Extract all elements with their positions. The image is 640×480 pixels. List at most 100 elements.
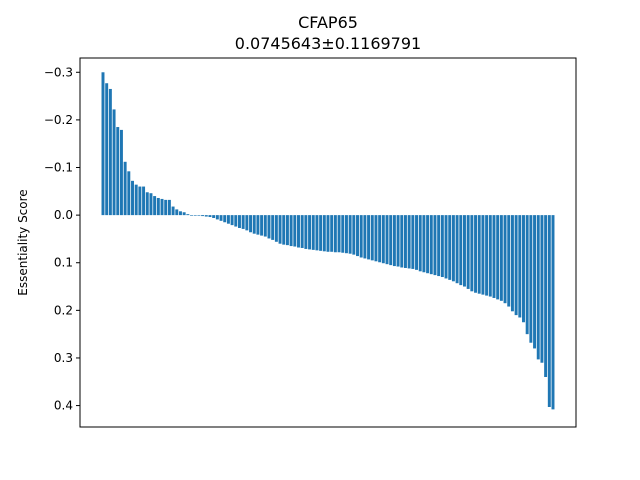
bar	[459, 215, 463, 286]
bar	[160, 198, 164, 216]
bar	[378, 215, 382, 263]
bar	[333, 215, 337, 253]
bar	[297, 215, 300, 248]
bar	[485, 215, 489, 296]
bar	[374, 215, 378, 262]
bar	[481, 215, 485, 295]
bar	[422, 215, 426, 273]
bar	[267, 215, 271, 239]
bar	[204, 215, 208, 217]
bar	[418, 215, 422, 272]
y-axis-label: Essentiality Score	[16, 189, 30, 295]
bar	[547, 215, 551, 407]
bar	[344, 215, 348, 254]
bar	[108, 88, 112, 216]
bar	[271, 215, 275, 240]
bar	[363, 215, 367, 259]
bar	[429, 215, 433, 275]
y-tick-label: −0.3	[44, 65, 73, 79]
bar	[311, 215, 315, 250]
bar	[367, 215, 371, 260]
bar	[197, 215, 201, 216]
bar	[466, 215, 470, 289]
bar	[230, 215, 234, 226]
bar	[223, 215, 227, 223]
bar	[212, 215, 216, 218]
bar	[238, 215, 241, 228]
bar	[304, 215, 308, 249]
bar	[123, 161, 127, 216]
bar	[164, 199, 168, 216]
bar	[444, 215, 448, 279]
bar	[145, 192, 149, 216]
bar	[525, 215, 529, 335]
bar	[105, 83, 109, 216]
bar	[127, 171, 131, 216]
bar	[437, 215, 441, 277]
y-tick-label: −0.2	[44, 113, 73, 127]
bar	[510, 215, 514, 312]
bar	[263, 215, 267, 237]
bar	[507, 215, 511, 307]
bar	[256, 215, 260, 235]
bar	[529, 215, 533, 343]
bar	[241, 215, 245, 229]
bar	[470, 215, 474, 292]
bar	[415, 215, 418, 270]
bar	[215, 215, 219, 220]
y-tick-label: 0.0	[54, 208, 73, 222]
bar	[201, 215, 205, 217]
bar	[319, 215, 323, 251]
y-tick-label: 0.1	[54, 256, 73, 270]
bar	[252, 215, 256, 234]
chart-title: CFAP65	[298, 13, 358, 32]
bar	[285, 215, 289, 246]
y-tick-label: −0.1	[44, 161, 73, 175]
bar	[131, 180, 134, 216]
bar	[381, 215, 385, 264]
bar	[226, 215, 230, 224]
bar	[433, 215, 437, 276]
bar	[352, 215, 356, 255]
bar	[249, 215, 253, 233]
bar	[540, 215, 544, 363]
bar	[514, 215, 518, 316]
bar	[477, 215, 481, 294]
bar	[518, 215, 522, 318]
y-tick-label: 0.4	[54, 399, 73, 413]
bar	[392, 215, 396, 267]
y-tick-label: 0.3	[54, 351, 73, 365]
bar	[370, 215, 374, 261]
bar	[190, 215, 193, 216]
bar	[492, 215, 496, 298]
bar	[474, 215, 478, 293]
bar	[193, 215, 197, 216]
bar	[396, 215, 400, 267]
bar	[499, 215, 503, 301]
bar	[533, 215, 537, 349]
bar	[400, 215, 404, 268]
bar	[488, 215, 492, 297]
bar	[142, 186, 146, 216]
bar	[385, 215, 389, 265]
bar	[536, 215, 540, 360]
bar	[293, 215, 297, 247]
bar	[245, 215, 249, 231]
y-tick-label: 0.2	[54, 303, 73, 317]
chart-subtitle: 0.0745643±0.1169791	[235, 34, 421, 53]
bar	[544, 215, 548, 377]
bar	[503, 215, 507, 304]
bar	[274, 215, 278, 242]
bar	[149, 193, 153, 216]
bar	[219, 215, 223, 221]
bar	[551, 215, 555, 410]
bar	[119, 129, 123, 216]
bar	[448, 215, 452, 280]
bar	[455, 215, 459, 284]
bar	[208, 215, 212, 218]
bar	[175, 209, 179, 216]
bars-group	[101, 72, 555, 410]
bar	[315, 215, 319, 251]
bar	[308, 215, 312, 250]
